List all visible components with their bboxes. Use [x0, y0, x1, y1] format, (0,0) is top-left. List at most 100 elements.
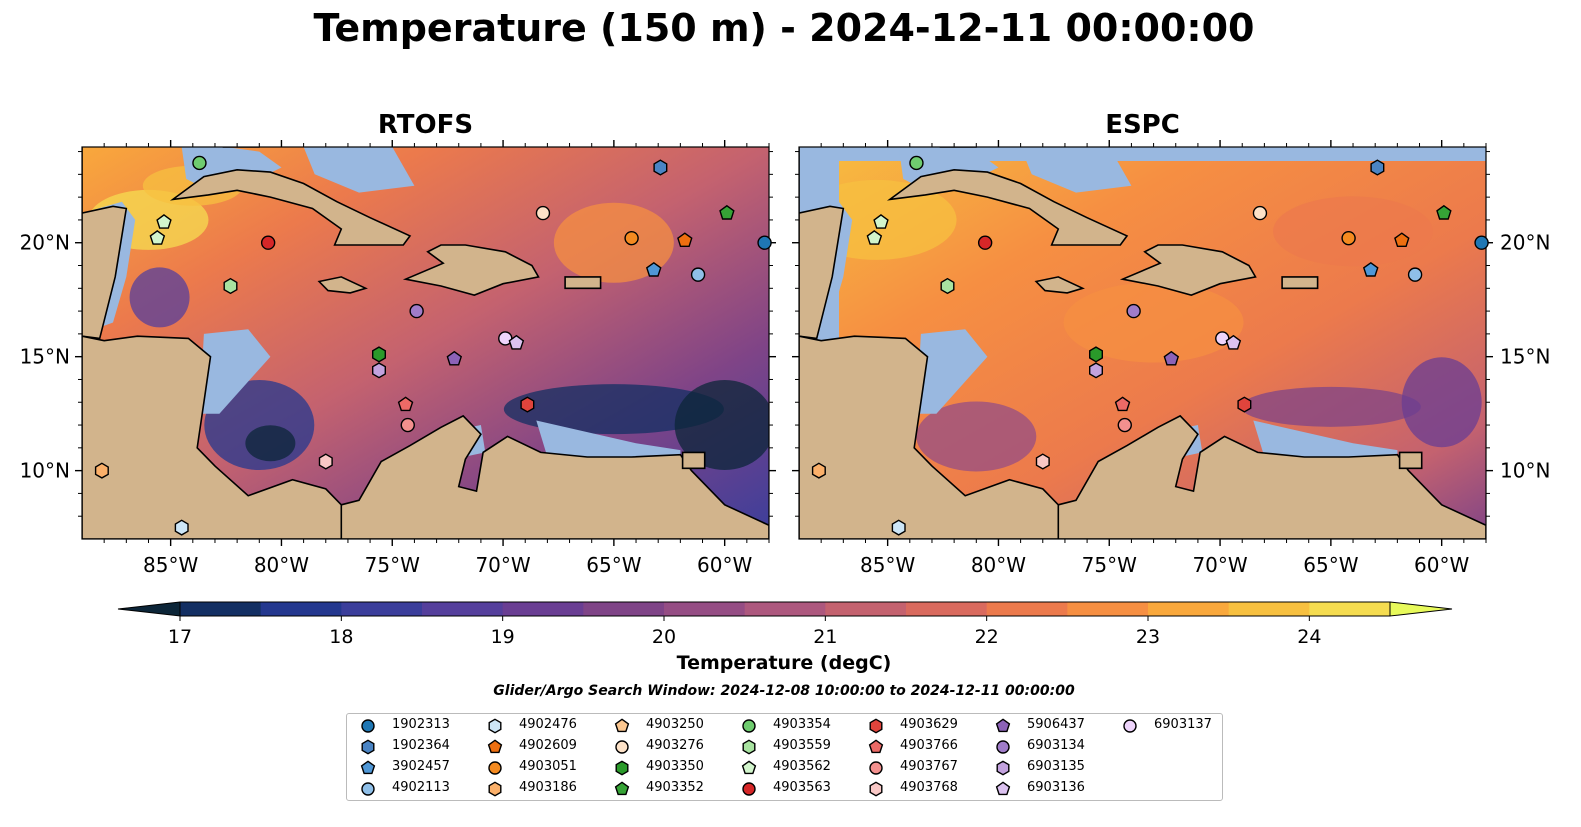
lon-label: 80°W [254, 553, 309, 577]
colorbar-bin [260, 602, 342, 616]
legend-label: 6903134 [1027, 738, 1085, 753]
panel-title-espc: ESPC [1105, 110, 1180, 140]
float-legend: 1902313 1902364 3902457 4902113 4902476 49026… [346, 713, 1223, 801]
search-window-text: Glider/Argo Search Window: 2024-12-08 10… [493, 683, 1075, 699]
legend-marker-4903352 [614, 781, 630, 796]
colorbar-bin [1228, 602, 1310, 616]
float-marker-4903354 [909, 155, 924, 171]
legend-marker-icon [996, 760, 1010, 776]
colorbar-tick-label: 20 [652, 626, 676, 648]
shallow-water [1020, 147, 1132, 193]
legend-marker-1902364 [361, 739, 375, 755]
temperature-patch [1240, 386, 1421, 427]
legend-label: 4903276 [646, 738, 704, 753]
float-marker-6903135 [372, 362, 386, 379]
lon-label: 70°W [1192, 553, 1247, 577]
map-frame [81, 146, 770, 540]
float-marker-4903350 [372, 346, 386, 363]
float-marker-1902364 [653, 159, 668, 176]
legend-marker-4903768 [869, 781, 883, 797]
temperature-patch [674, 380, 769, 471]
float-marker-4903767 [1117, 417, 1132, 433]
colorbar-bin [583, 602, 665, 616]
lon-label: 85°W [143, 553, 198, 577]
float-marker-4903563 [977, 235, 993, 250]
land-jamaica [1034, 276, 1085, 294]
legend-marker-icon [614, 718, 630, 733]
legend-marker-4903350 [615, 760, 629, 776]
legend-label: 3902457 [392, 759, 450, 774]
colorbar-extend-low [117, 601, 181, 617]
temperature-patch [129, 267, 190, 328]
lat-label: 20°N [20, 231, 70, 255]
float-marker-4903563 [260, 235, 276, 250]
legend-marker-icon [1123, 719, 1137, 733]
float-marker-4902609 [677, 232, 693, 247]
legend-marker-4903767 [869, 761, 883, 775]
legend-marker-icon [487, 739, 503, 754]
legend-label: 4902476 [519, 717, 577, 732]
legend-label: 5906437 [1027, 717, 1085, 732]
colorbar-tick-label: 21 [813, 626, 837, 648]
legend-marker-icon [361, 782, 375, 796]
shallow-water [199, 329, 271, 414]
float-marker-6903134 [1126, 303, 1141, 319]
legend-label: 4903559 [773, 738, 831, 753]
colorbar-bin [664, 602, 746, 616]
legend-label: 4903562 [773, 759, 831, 774]
colorbar-bin [825, 602, 907, 616]
legend-marker-icon [869, 718, 883, 734]
lon-label: 65°W [1303, 553, 1358, 577]
float-marker-4903352 [1436, 204, 1452, 220]
legend-label: 4903051 [519, 759, 577, 774]
lon-label: 85°W [860, 553, 915, 577]
colorbar-bin [744, 602, 826, 616]
legend-marker-icon [361, 739, 375, 755]
legend-label: 4902113 [392, 780, 450, 795]
legend-label: 4903563 [773, 780, 831, 795]
legend-label: 4903350 [646, 759, 704, 774]
float-marker-4902476 [891, 519, 906, 536]
legend-marker-icon [615, 760, 629, 776]
legend-marker-3902457 [360, 760, 376, 775]
land-hispaniola [402, 244, 540, 296]
legend-marker-6903136 [995, 781, 1011, 796]
float-marker-4903559 [223, 277, 238, 295]
legend-marker-icon [869, 761, 883, 775]
float-marker-4902113 [1407, 267, 1423, 282]
float-marker-4903768 [318, 453, 333, 470]
legend-marker-icon [615, 740, 629, 754]
legend-marker-4903186 [488, 781, 502, 797]
lat-label: 10°N [20, 459, 70, 483]
lon-label: 65°W [586, 553, 641, 577]
land-centralam [799, 335, 1060, 539]
land-cuba [169, 168, 412, 246]
float-marker-6903136 [1225, 334, 1242, 350]
legend-marker-icon [868, 739, 884, 754]
legend-marker-icon [996, 740, 1010, 754]
float-marker-4903352 [719, 204, 735, 220]
temperature-patch [553, 202, 674, 283]
land-southam [1057, 414, 1486, 539]
legend-marker-icon [488, 718, 502, 734]
legend-marker-icon [360, 760, 376, 775]
lon-label: 75°W [1082, 553, 1137, 577]
float-marker-4903051 [1341, 230, 1356, 246]
float-marker-4903051 [624, 230, 639, 246]
lon-label: 60°W [1414, 553, 1469, 577]
float-marker-4903354 [192, 155, 207, 171]
colorbar-tick-label: 23 [1136, 626, 1160, 648]
legend-marker-icon [869, 781, 883, 797]
land-florida [222, 147, 261, 148]
lon-label: 70°W [475, 553, 530, 577]
temperature-patch [1273, 196, 1434, 267]
colorbar-tick-label: 22 [975, 626, 999, 648]
temperature-patch [916, 401, 1037, 472]
lat-label: 20°N [1500, 231, 1550, 255]
shallow-water [1253, 420, 1398, 467]
float-marker-5906437 [1163, 350, 1180, 366]
legend-label: 4903767 [900, 759, 958, 774]
colorbar-bin [986, 602, 1068, 616]
legend-label: 6903137 [1154, 717, 1212, 732]
map-panel-rtofs: 85°W 80°W 75°W 70°W 65°W 60°W 20°N 15°N 10°N [20, 140, 776, 577]
